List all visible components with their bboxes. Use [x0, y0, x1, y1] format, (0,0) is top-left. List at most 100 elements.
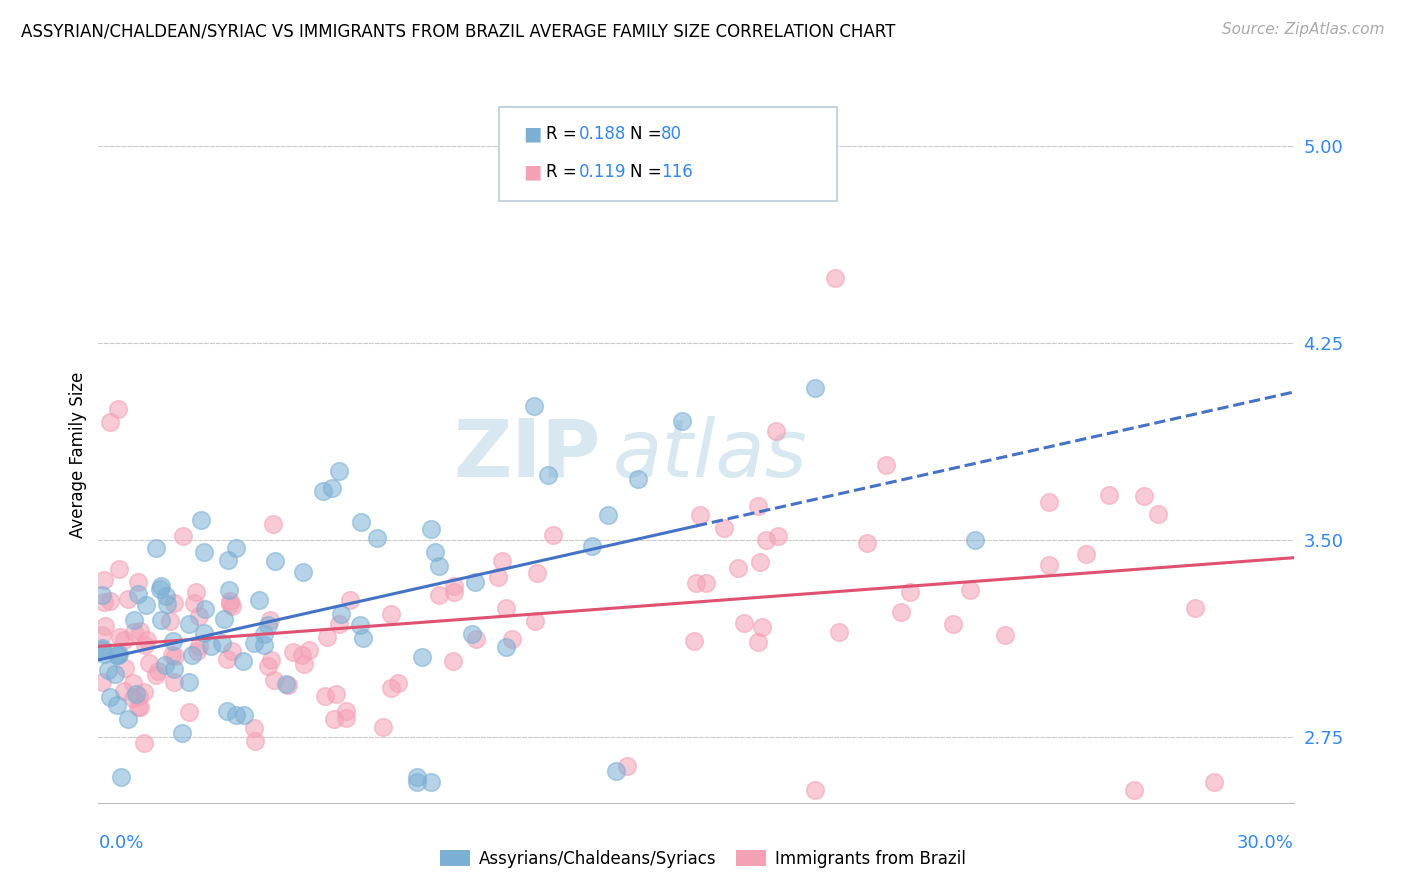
- Point: [257, 618, 280, 632]
- Point: [117, 592, 139, 607]
- Point: [149, 582, 172, 597]
- Point: [541, 528, 564, 542]
- Point: [221, 599, 243, 614]
- Text: 0.188: 0.188: [579, 125, 627, 143]
- Text: R =: R =: [546, 163, 582, 181]
- Point: [330, 607, 353, 621]
- Point: [328, 464, 350, 478]
- Point: [177, 674, 200, 689]
- Point: [1098, 487, 1121, 501]
- Point: [747, 635, 769, 649]
- Point: [127, 575, 149, 590]
- Point: [117, 712, 139, 726]
- Point: [128, 690, 150, 704]
- Point: [335, 711, 357, 725]
- Point: [491, 554, 513, 568]
- Point: [127, 587, 149, 601]
- Point: [93, 573, 115, 587]
- Point: [146, 665, 169, 679]
- Point: [225, 708, 247, 723]
- Point: [129, 624, 152, 639]
- Point: [260, 653, 283, 667]
- Point: [283, 644, 305, 658]
- Point: [135, 632, 157, 647]
- Point: [107, 562, 129, 576]
- Point: [322, 712, 344, 726]
- Point: [429, 588, 451, 602]
- Point: [733, 616, 755, 631]
- Text: ASSYRIAN/CHALDEAN/SYRIAC VS IMMIGRANTS FROM BRAZIL AVERAGE FAMILY SIZE CORRELATI: ASSYRIAN/CHALDEAN/SYRIAC VS IMMIGRANTS F…: [21, 22, 896, 40]
- Point: [963, 533, 986, 548]
- Point: [122, 613, 145, 627]
- Point: [380, 607, 402, 622]
- Point: [162, 634, 184, 648]
- Point: [183, 596, 205, 610]
- Text: atlas: atlas: [613, 416, 807, 494]
- Point: [1184, 600, 1206, 615]
- Point: [321, 481, 343, 495]
- Point: [91, 640, 114, 655]
- Point: [122, 625, 145, 640]
- Point: [804, 782, 827, 797]
- Point: [253, 638, 276, 652]
- Point: [1038, 558, 1060, 573]
- Point: [486, 570, 509, 584]
- Text: 80: 80: [661, 125, 682, 143]
- Point: [685, 575, 707, 590]
- Point: [127, 700, 149, 714]
- Point: [105, 698, 128, 712]
- Point: [257, 659, 280, 673]
- Point: [464, 574, 486, 589]
- Point: [125, 687, 148, 701]
- Point: [259, 613, 281, 627]
- Point: [170, 726, 193, 740]
- Point: [292, 566, 315, 580]
- Point: [461, 627, 484, 641]
- Point: [243, 734, 266, 748]
- Point: [243, 635, 266, 649]
- Text: 0.0%: 0.0%: [98, 834, 143, 852]
- Point: [441, 654, 464, 668]
- Point: [194, 602, 217, 616]
- Point: [190, 513, 212, 527]
- Point: [465, 632, 488, 646]
- Text: 30.0%: 30.0%: [1237, 834, 1294, 852]
- Point: [217, 553, 239, 567]
- Point: [184, 584, 207, 599]
- Point: [526, 566, 548, 581]
- Point: [98, 594, 121, 608]
- Point: [1133, 489, 1156, 503]
- Point: [110, 770, 132, 784]
- Point: [218, 582, 240, 597]
- Point: [765, 424, 787, 438]
- Point: [159, 614, 181, 628]
- Point: [253, 627, 276, 641]
- Point: [93, 647, 115, 661]
- Point: [689, 508, 711, 522]
- Point: [994, 628, 1017, 642]
- Point: [380, 681, 402, 695]
- Point: [443, 585, 465, 599]
- Point: [890, 605, 912, 619]
- Point: [427, 559, 450, 574]
- Text: N =: N =: [630, 125, 666, 143]
- Point: [134, 638, 156, 652]
- Point: [411, 650, 433, 665]
- Point: [107, 647, 129, 661]
- Text: 116: 116: [661, 163, 693, 181]
- Point: [225, 541, 247, 556]
- Y-axis label: Average Family Size: Average Family Size: [69, 372, 87, 538]
- Point: [898, 585, 921, 599]
- Point: [713, 521, 735, 535]
- Point: [406, 774, 429, 789]
- Point: [277, 678, 299, 692]
- Point: [218, 593, 240, 607]
- Point: [122, 690, 145, 705]
- Text: N =: N =: [630, 163, 666, 181]
- Point: [855, 536, 877, 550]
- Text: 0.119: 0.119: [579, 163, 627, 181]
- Point: [727, 561, 749, 575]
- Point: [181, 648, 204, 662]
- Point: [163, 596, 186, 610]
- Point: [495, 601, 517, 615]
